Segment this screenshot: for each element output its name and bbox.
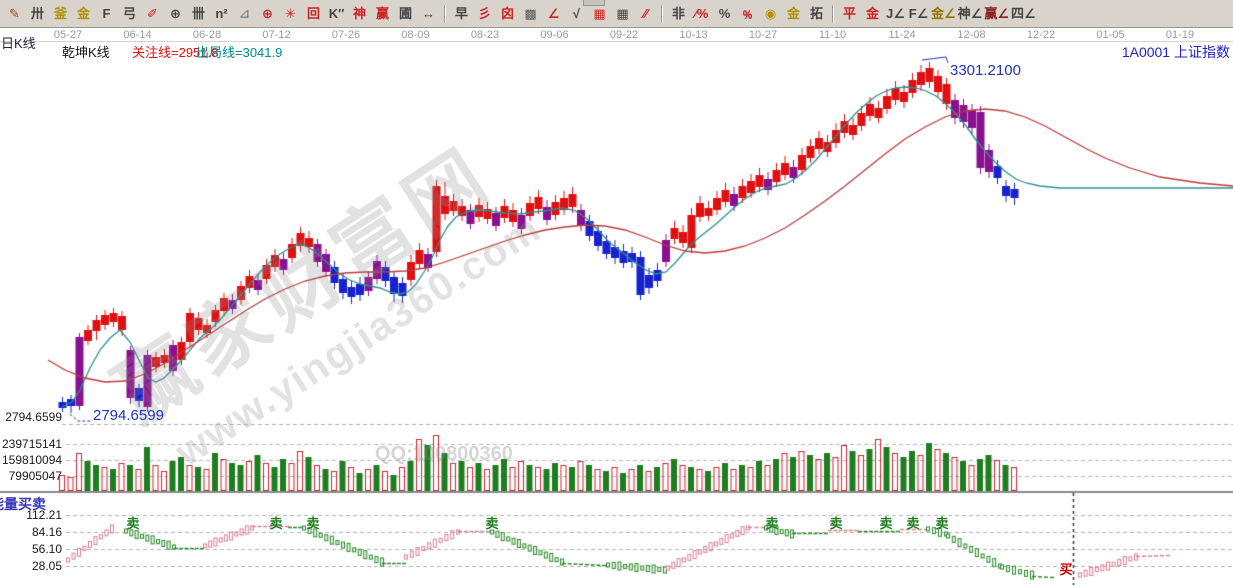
date-label: 08-23 — [470, 29, 500, 41]
signal-panel-name[interactable]: 能量买卖 — [0, 496, 46, 512]
exit-line-value: 出局线=3041.9 — [196, 45, 283, 60]
date-label: 06-28 — [192, 29, 222, 41]
sell-signal-label: 卖 — [485, 516, 499, 531]
date-label: 11-10 — [818, 29, 847, 41]
date-label: 08-09 — [401, 29, 430, 41]
symbol-label[interactable]: 1A0001 上证指数 — [1121, 44, 1230, 60]
date-label: 01-05 — [1096, 29, 1125, 41]
signal-axis-label: 112.21 — [26, 508, 62, 522]
volume-axis-label: 159810094 — [2, 453, 63, 467]
date-label: 10-13 — [679, 29, 708, 41]
period-label[interactable]: 日K线 — [1, 36, 36, 51]
date-label: 12-08 — [957, 29, 986, 41]
date-label: 09-22 — [609, 29, 639, 41]
volume-axis-label: 239715141 — [2, 437, 63, 451]
indicator-name[interactable]: 乾坤K线 — [62, 45, 110, 60]
date-label: 05-27 — [53, 29, 83, 41]
buy-signal-label: 买 — [1059, 562, 1073, 577]
date-label: 10-27 — [748, 29, 778, 41]
date-label: 11-24 — [888, 29, 916, 41]
sell-signal-label: 卖 — [935, 516, 949, 531]
price-axis-label: 2794.6599 — [5, 410, 62, 424]
sell-signal-label: 卖 — [829, 516, 843, 531]
date-label: 12-22 — [1026, 29, 1056, 41]
sell-signal-label: 卖 — [879, 516, 893, 531]
date-label: 07-12 — [262, 29, 291, 41]
watch-line-value: 关注线=2951.8 — [132, 45, 219, 60]
signal-axis-label: 56.10 — [31, 542, 62, 556]
date-label: 01-19 — [1165, 29, 1195, 41]
sell-signal-label: 卖 — [306, 516, 320, 531]
sell-signal-label: 卖 — [906, 516, 920, 531]
signal-axis-label: 84.16 — [31, 525, 62, 539]
sell-signal-label: 卖 — [765, 516, 779, 531]
volume-axis-label: 79905047 — [8, 469, 62, 483]
date-axis: 05-27 06-14 06-28 07-12 07-26 08-09 08-23 09-06… — [0, 29, 1233, 41]
sell-signal-label: 卖 — [126, 516, 140, 531]
date-label: 06-14 — [123, 29, 152, 41]
date-label: 07-26 — [331, 29, 361, 41]
signal-axis-label: 28.05 — [31, 559, 62, 573]
sell-signal-label: 卖 — [269, 516, 283, 531]
peak-price-annotation: 3301.2100 — [950, 62, 1021, 79]
low-price-annotation: 2794.6599 — [93, 407, 164, 424]
date-label: 09-06 — [540, 29, 569, 41]
